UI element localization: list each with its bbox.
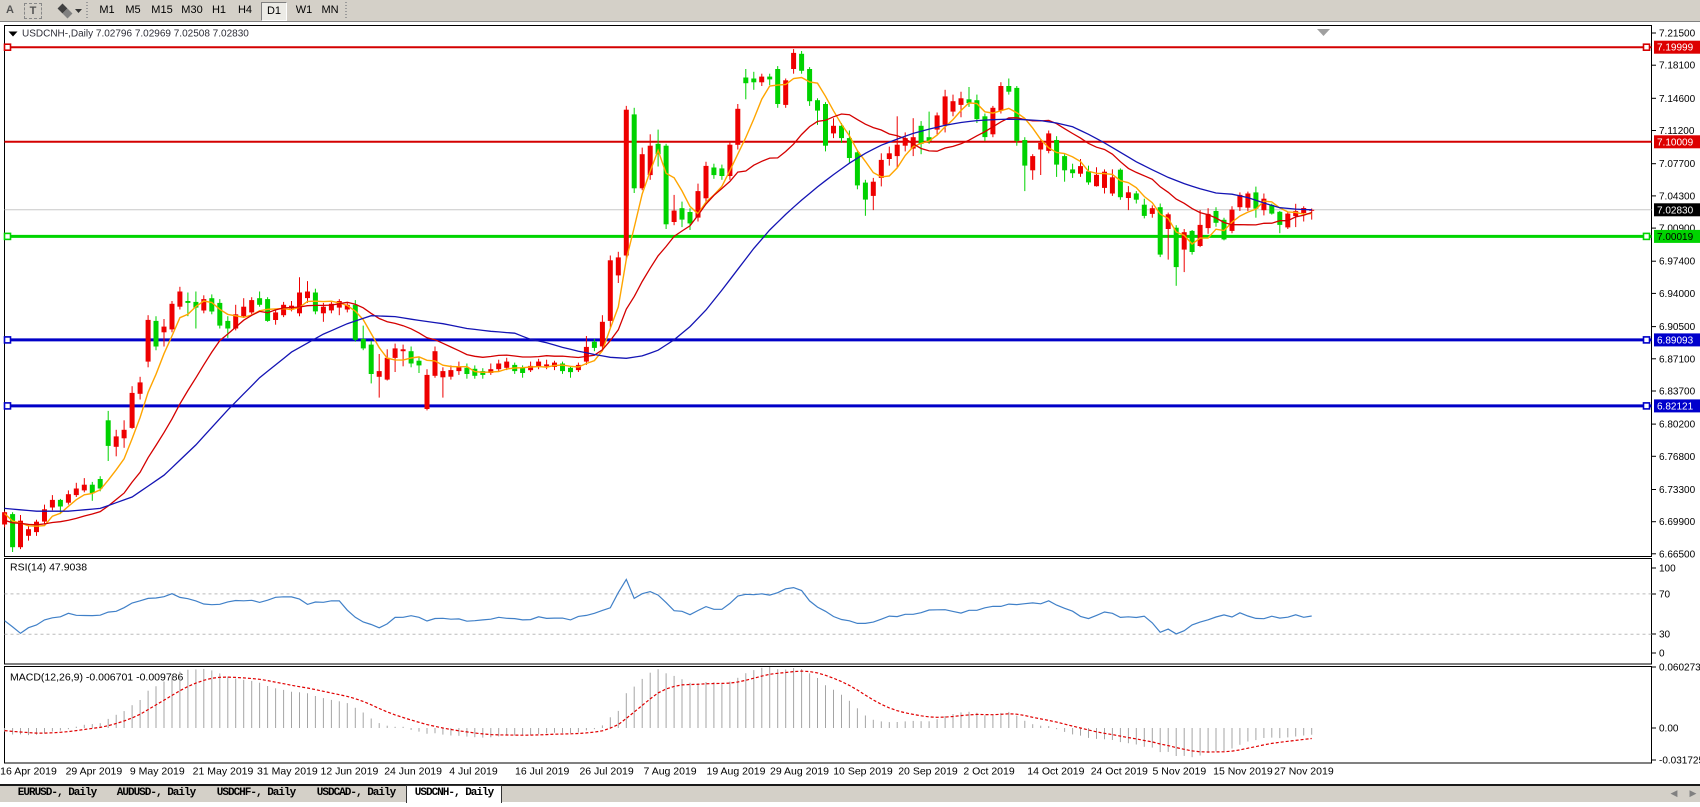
svg-text:7.00900: 7.00900	[1659, 224, 1696, 235]
svg-text:7.18100: 7.18100	[1659, 61, 1696, 72]
svg-text:7.04300: 7.04300	[1659, 191, 1696, 202]
svg-text:29 Aug 2019: 29 Aug 2019	[770, 766, 829, 778]
svg-text:6.66500: 6.66500	[1659, 549, 1696, 560]
svg-text:0.060273: 0.060273	[1659, 663, 1700, 674]
svg-text:7.10009: 7.10009	[1657, 137, 1694, 148]
svg-text:5 Nov 2019: 5 Nov 2019	[1153, 766, 1207, 778]
svg-text:24 Jun 2019: 24 Jun 2019	[384, 766, 442, 778]
svg-text:21 May 2019: 21 May 2019	[193, 766, 254, 778]
svg-text:6.90500: 6.90500	[1659, 322, 1696, 333]
svg-text:19 Aug 2019: 19 Aug 2019	[707, 766, 766, 778]
svg-text:16 Jul 2019: 16 Jul 2019	[515, 766, 569, 778]
svg-text:6.94000: 6.94000	[1659, 289, 1696, 300]
svg-text:6.80200: 6.80200	[1659, 420, 1696, 431]
svg-text:16 Apr 2019: 16 Apr 2019	[0, 766, 57, 778]
svg-text:31 May 2019: 31 May 2019	[257, 766, 318, 778]
svg-text:24 Oct 2019: 24 Oct 2019	[1091, 766, 1148, 778]
svg-text:12 Jun 2019: 12 Jun 2019	[320, 766, 378, 778]
svg-text:7.19999: 7.19999	[1657, 43, 1694, 54]
svg-text:7.07700: 7.07700	[1659, 159, 1696, 170]
svg-text:26 Jul 2019: 26 Jul 2019	[579, 766, 633, 778]
svg-text:29 Apr 2019: 29 Apr 2019	[66, 766, 123, 778]
svg-text:2 Oct 2019: 2 Oct 2019	[963, 766, 1015, 778]
svg-text:6.87100: 6.87100	[1659, 354, 1696, 365]
svg-text:6.89093: 6.89093	[1657, 335, 1694, 346]
svg-text:7.00019: 7.00019	[1657, 232, 1694, 243]
svg-text:100: 100	[1659, 564, 1676, 575]
svg-text:7.21500: 7.21500	[1659, 29, 1696, 40]
svg-text:7.14600: 7.14600	[1659, 94, 1696, 105]
svg-text:15 Nov 2019: 15 Nov 2019	[1213, 766, 1273, 778]
svg-text:9 May 2019: 9 May 2019	[130, 766, 185, 778]
svg-text:70: 70	[1659, 590, 1671, 601]
svg-text:USDCNH-,Daily 7.02796 7.02969: USDCNH-,Daily 7.02796 7.02969 7.02508 7.…	[22, 29, 249, 40]
svg-text:7.02830: 7.02830	[1657, 205, 1694, 216]
svg-text:6.69900: 6.69900	[1659, 517, 1696, 528]
svg-text:6.76800: 6.76800	[1659, 452, 1696, 463]
svg-text:14 Oct 2019: 14 Oct 2019	[1027, 766, 1084, 778]
svg-text:6.97400: 6.97400	[1659, 257, 1696, 268]
svg-text:RSI(14) 47.9038: RSI(14) 47.9038	[10, 562, 87, 574]
svg-text:MACD(12,26,9) -0.006701 -0.009: MACD(12,26,9) -0.006701 -0.009786	[10, 672, 184, 684]
svg-text:20 Sep 2019: 20 Sep 2019	[898, 766, 958, 778]
svg-text:27 Nov 2019: 27 Nov 2019	[1274, 766, 1334, 778]
svg-text:6.73300: 6.73300	[1659, 485, 1696, 496]
svg-text:0: 0	[1659, 649, 1665, 660]
svg-text:7.11200: 7.11200	[1659, 126, 1695, 137]
svg-text:4 Jul 2019: 4 Jul 2019	[449, 766, 498, 778]
svg-text:7 Aug 2019: 7 Aug 2019	[644, 766, 697, 778]
svg-text:-0.031725: -0.031725	[1659, 756, 1700, 767]
svg-text:0.00: 0.00	[1659, 724, 1679, 735]
svg-text:6.82121: 6.82121	[1657, 401, 1694, 412]
svg-text:10 Sep 2019: 10 Sep 2019	[833, 766, 893, 778]
svg-text:30: 30	[1659, 630, 1671, 641]
svg-text:6.83700: 6.83700	[1659, 387, 1696, 398]
